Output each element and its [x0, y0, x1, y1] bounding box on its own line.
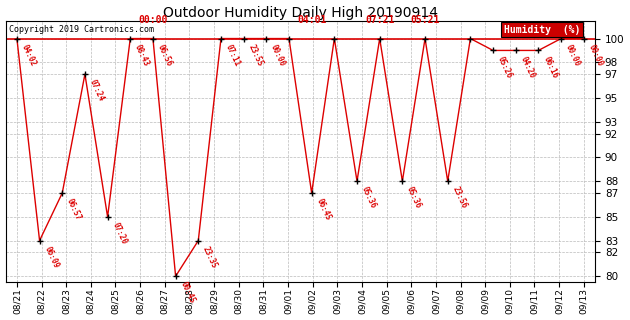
Text: 23:55: 23:55 — [246, 43, 265, 68]
Text: 08:43: 08:43 — [133, 43, 151, 68]
Text: 07:20: 07:20 — [110, 221, 129, 246]
Text: 00:00: 00:00 — [587, 43, 604, 68]
Text: 06:16: 06:16 — [541, 55, 559, 79]
Text: 23:35: 23:35 — [201, 245, 219, 269]
Text: 04:20: 04:20 — [518, 55, 536, 79]
Text: 06:45: 06:45 — [314, 197, 333, 222]
Title: Outdoor Humidity Daily High 20190914: Outdoor Humidity Daily High 20190914 — [163, 5, 438, 20]
Text: 06:56: 06:56 — [156, 43, 174, 68]
Text: 06:09: 06:09 — [42, 245, 60, 269]
Text: 07:24: 07:24 — [88, 78, 106, 103]
Text: 04:01: 04:01 — [297, 15, 326, 26]
Text: 04:02: 04:02 — [20, 43, 38, 68]
Text: 05:36: 05:36 — [405, 185, 423, 210]
Text: 05:26: 05:26 — [496, 55, 514, 79]
Text: 06:57: 06:57 — [65, 197, 83, 222]
Text: 05:36: 05:36 — [360, 185, 378, 210]
Text: 00:00: 00:00 — [564, 43, 581, 68]
Text: 00:00: 00:00 — [138, 15, 168, 26]
Text: 23:56: 23:56 — [450, 185, 469, 210]
Text: 07:11: 07:11 — [224, 43, 242, 68]
Text: 00:00: 00:00 — [269, 43, 287, 68]
Text: 05:21: 05:21 — [410, 15, 440, 26]
Text: Humidity  (%): Humidity (%) — [504, 25, 580, 35]
Text: 07:21: 07:21 — [365, 15, 394, 26]
Text: Copyright 2019 Cartronics.com: Copyright 2019 Cartronics.com — [8, 25, 154, 34]
Text: 00:45: 00:45 — [178, 280, 197, 305]
